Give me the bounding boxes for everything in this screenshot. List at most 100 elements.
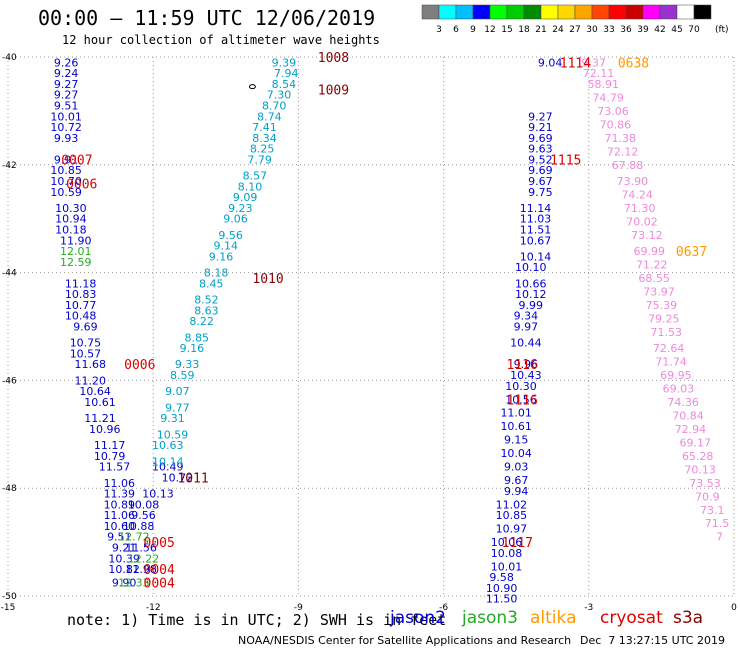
legend-tick-label: 39 [637,25,649,35]
data-point: 69.17 [680,436,712,449]
data-point: 73.90 [617,175,649,188]
data-point: 11.02 [496,498,528,511]
data-point: 9.21 [528,121,553,134]
data-point: 71.38 [605,132,637,145]
legend-tick-label: 70 [688,25,700,35]
data-point: 7.30 [267,89,292,102]
y-tick-label: -44 [2,269,17,279]
time-label: 1009 [318,83,349,98]
x-tick-label: 0 [731,603,737,613]
data-point: 11.56 [125,541,157,554]
data-point: 9.27 [54,78,79,91]
satellite-jason2: jason2 [390,608,446,628]
data-point: 10.01 [50,110,82,123]
data-point: 9.69 [528,132,553,145]
data-point: 7.94 [274,67,299,80]
time-label: 0004 [144,577,175,592]
data-point: 12.72 [118,531,150,544]
y-tick-label: -40 [2,53,17,63]
data-point: 10.61 [84,396,116,409]
data-point: 10.96 [89,423,121,436]
data-point: 9.34 [514,310,539,323]
data-point: 9.94 [504,485,529,498]
data-point: 9.31 [160,412,185,425]
data-point: 10.82 [108,563,140,576]
data-point: 9.21 [112,541,137,554]
data-point: 8.18 [204,267,229,280]
data-point: 8.85 [185,331,210,344]
data-point: 9.96 [514,358,539,371]
data-point: 11.21 [84,412,116,425]
page-title: 00:00 — 11:59 UTC 12/06/2019 [38,6,376,30]
time-label: 0638 [618,56,649,71]
data-point: 11.18 [65,277,97,290]
data-point: 10.79 [94,450,126,463]
data-point: 70.02 [626,215,658,228]
legend-tick-label: 42 [654,25,665,35]
data-point: 10.64 [79,385,111,398]
data-point: 9.24 [54,67,79,80]
data-point: 71.30 [624,202,656,215]
data-point: 70.86 [600,118,632,131]
satellite-jason3: jason3 [462,608,518,628]
data-point: 9.67 [504,474,529,487]
data-point: 10.88 [123,520,155,533]
data-point: 58.91 [588,78,620,91]
data-point: 9.77 [165,401,190,414]
data-point: 10.13 [142,488,174,501]
data-point: 9.91 [54,153,79,166]
data-point: 10.77 [65,299,97,312]
data-point: 9.15 [504,434,529,447]
data-point: 72.64 [653,342,685,355]
data-point: 10.72 [50,121,82,134]
data-point: 9.07 [165,385,190,398]
data-point: 74.24 [621,188,653,201]
data-point: 10.94 [55,213,87,226]
data-point: 9.51 [107,531,132,544]
legend-tick-label: 24 [552,25,564,35]
data-point: 9.16 [209,250,234,263]
data-point: 9.33 [175,358,200,371]
time-label: 1116 [507,358,538,373]
time-label: 0006 [124,358,155,373]
data-point: 8.45 [199,277,224,290]
data-point: 10.06 [491,536,523,549]
data-point: 9.03 [504,461,529,474]
data-point: 10.08 [491,547,523,560]
data-point: 10.97 [496,523,528,536]
data-point: 9.90 [112,577,137,590]
footer-timestamp: Dec 7 13:27:15 UTC 2019 [580,634,725,647]
data-point: 73.97 [643,285,675,298]
data-point: 10.60 [104,520,136,533]
data-point: 9.16 [180,342,205,355]
data-point: 10.01 [491,560,523,573]
data-point: 8.70 [262,100,287,113]
time-label: 1011 [177,471,208,486]
data-point: 9.69 [73,321,98,334]
data-point: 9.06 [223,213,248,226]
legend-tick-label: 36 [620,25,632,35]
data-point: 11.01 [500,407,532,420]
data-point: 8.22 [189,315,214,328]
island-outline [248,84,256,90]
footer-credit: NOAA/NESDIS Center for Satellite Applica… [238,634,572,647]
data-point: 9.67 [528,175,553,188]
data-point: 68.55 [638,272,670,285]
color-legend: 3 6 9 12 15 18 21 24 27 30 33 36 39 42 45 70 (ft) [421,4,729,35]
data-point: 9.56 [131,509,156,522]
y-tick-label: -46 [2,376,17,386]
data-point: 12.01 [60,245,92,258]
data-point: 9.75 [528,186,553,199]
data-point: 8.57 [243,170,268,183]
data-point: 11.68 [75,358,107,371]
data-point: 11.06 [104,477,136,490]
data-point: 11.57 [99,461,131,474]
data-point: 10.66 [515,277,547,290]
data-point: 10.39 [108,552,140,565]
data-point: 71.5 [705,517,730,530]
data-point: 75.39 [646,299,678,312]
data-point: 10.14 [520,250,552,263]
data-point: 79.25 [648,312,680,325]
